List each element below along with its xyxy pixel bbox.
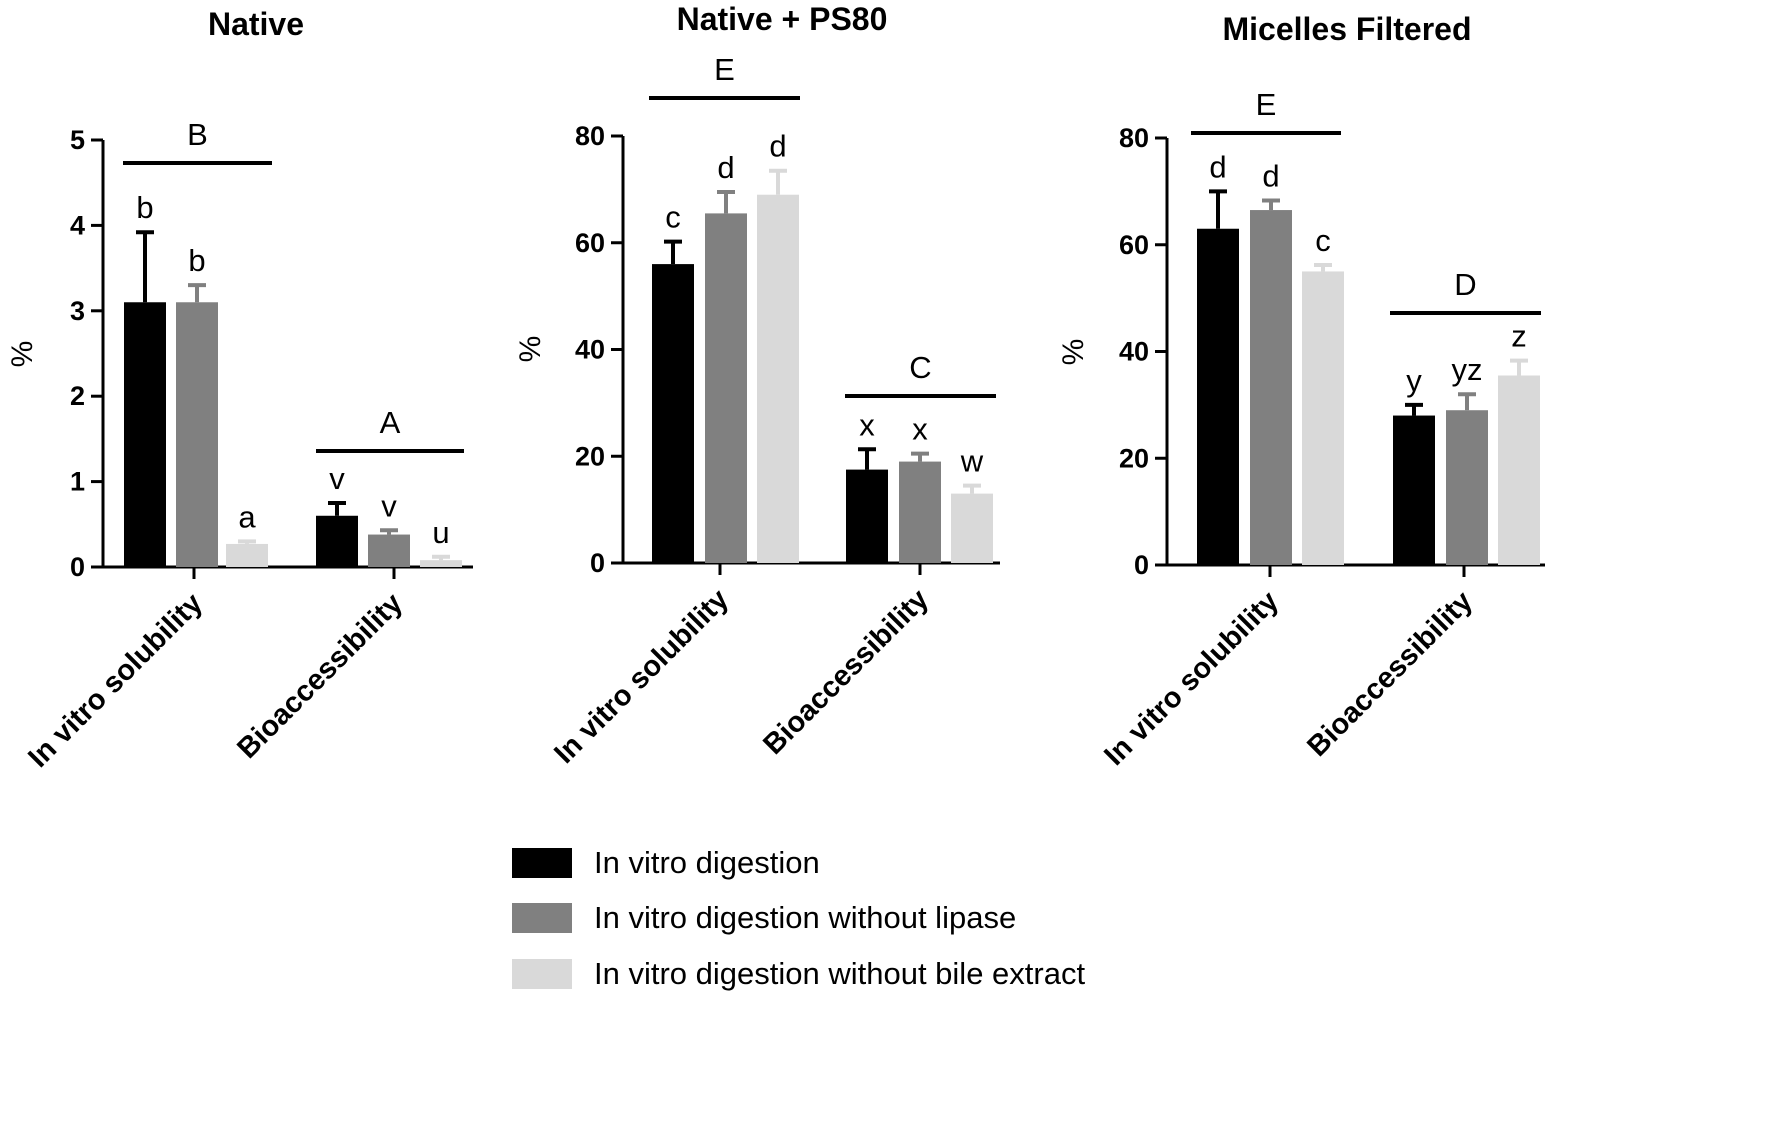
y-tick-label: 5	[70, 125, 85, 155]
y-tick-label: 40	[575, 335, 605, 365]
significance-letter: w	[960, 444, 984, 479]
group-letter: E	[714, 52, 735, 87]
x-tick-label: In vitro solubility	[1098, 585, 1285, 772]
legend: In vitro digestion In vitro digestion wit…	[512, 845, 1085, 991]
y-tick-label: 80	[1119, 123, 1149, 153]
bar	[1393, 415, 1435, 565]
bar	[226, 543, 268, 567]
x-tick-label: In vitro solubility	[548, 583, 735, 770]
bar	[1250, 210, 1292, 565]
significance-letter: d	[769, 129, 786, 164]
y-tick-label: 4	[70, 210, 85, 240]
group-letter: C	[909, 350, 931, 385]
group-letter: B	[187, 117, 208, 152]
legend-label: In vitro digestion without bile extract	[594, 956, 1085, 991]
significance-letter: d	[1209, 149, 1226, 184]
significance-letter: d	[1262, 158, 1279, 193]
y-tick-label: 1	[70, 467, 85, 497]
y-tick-label: 0	[1134, 550, 1149, 580]
bar	[951, 493, 993, 563]
x-tick-label: Bioaccessibility	[231, 587, 409, 765]
bar	[705, 213, 747, 564]
y-axis-label: %	[514, 336, 547, 363]
chart-panel: Native + PS80 0 20 40 60 80% In vitro solubili…	[514, 1, 1000, 770]
chart-panel: Native 0 1 2 3 4 5% In vitro solubility Bioacces…	[6, 6, 473, 774]
bar	[368, 534, 410, 567]
x-tick-label: Bioaccessibility	[1301, 585, 1479, 763]
x-tick-label: In vitro solubility	[22, 587, 209, 774]
significance-letter: c	[1315, 223, 1331, 258]
significance-letter: b	[136, 190, 153, 225]
bar	[757, 194, 799, 563]
chart-title: Native	[208, 6, 304, 42]
legend-swatch	[512, 848, 572, 878]
y-tick-label: 60	[575, 228, 605, 258]
significance-letter: z	[1511, 319, 1527, 354]
bar	[124, 302, 166, 567]
y-axis-label: %	[6, 341, 39, 368]
chart-panel: Micelles Filtered 0 20 40 60 80% In vitro solu…	[1057, 11, 1545, 772]
significance-letter: y	[1406, 363, 1422, 398]
legend-label: In vitro digestion without lipase	[594, 900, 1016, 935]
legend-label: In vitro digestion	[594, 845, 820, 880]
group-letter: D	[1454, 267, 1476, 302]
significance-letter: x	[859, 407, 875, 442]
bar	[176, 302, 218, 567]
x-tick-label: Bioaccessibility	[757, 583, 935, 761]
y-tick-label: 0	[70, 552, 85, 582]
bar	[846, 469, 888, 563]
significance-letter: b	[188, 243, 205, 278]
legend-swatch	[512, 903, 572, 933]
bar	[1446, 410, 1488, 565]
significance-letter: v	[381, 488, 397, 523]
significance-letter: c	[665, 200, 681, 235]
bar	[316, 515, 358, 567]
significance-letter: a	[238, 499, 256, 534]
bar	[1302, 271, 1344, 565]
y-tick-label: 20	[1119, 443, 1149, 473]
bar	[420, 560, 462, 567]
group-letter: E	[1256, 87, 1277, 122]
y-tick-label: 0	[590, 548, 605, 578]
significance-letter: x	[912, 412, 928, 447]
y-tick-label: 3	[70, 296, 85, 326]
y-axis-label: %	[1057, 339, 1090, 366]
bar	[652, 264, 694, 563]
y-tick-label: 20	[575, 441, 605, 471]
y-tick-label: 2	[70, 381, 85, 411]
y-tick-label: 60	[1119, 230, 1149, 260]
group-letter: A	[380, 405, 401, 440]
bar	[1498, 375, 1540, 565]
significance-letter: d	[717, 150, 734, 185]
significance-letter: u	[432, 515, 449, 550]
y-tick-label: 80	[575, 121, 605, 151]
bar	[1197, 228, 1239, 566]
legend-swatch	[512, 959, 572, 989]
y-tick-label: 40	[1119, 337, 1149, 367]
chart-title: Native + PS80	[677, 1, 888, 37]
significance-letter: v	[329, 461, 345, 496]
chart-title: Micelles Filtered	[1223, 11, 1472, 47]
significance-letter: yz	[1452, 352, 1483, 387]
bar	[899, 461, 941, 563]
